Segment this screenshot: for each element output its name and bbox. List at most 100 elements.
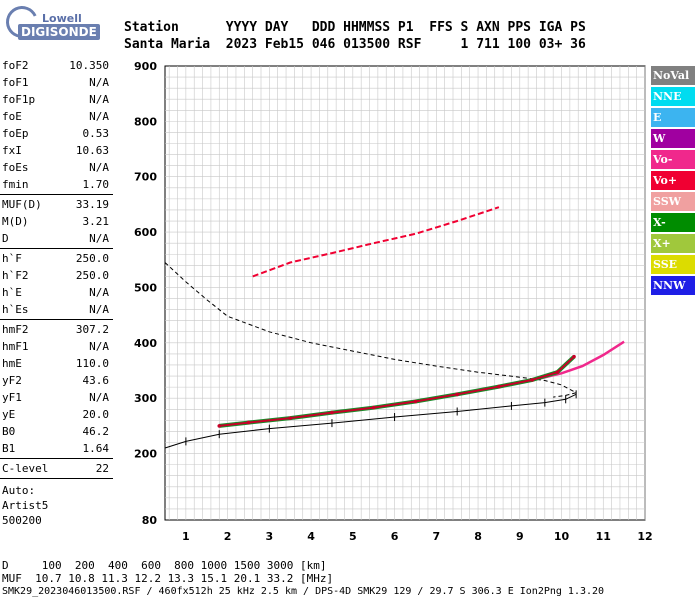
second-hop-trace <box>252 206 500 278</box>
parameter-name: MUF(D) <box>2 198 42 211</box>
parameter-name: fxI <box>2 144 22 157</box>
parameter-value: N/A <box>89 110 109 123</box>
parameter-separator <box>0 248 113 249</box>
y-tick-label: 400 <box>134 337 157 350</box>
parameter-name: yE <box>2 408 16 421</box>
parameter-list: foF2 10.350 foF1 N/A foF1p N/A foE N/A foEp 0.53 f… <box>0 57 115 479</box>
parameter-value: 22 <box>95 462 109 475</box>
parameter-row: MUF(D) 33.19 <box>0 196 115 213</box>
parameter-row: yF1 N/A <box>0 389 115 406</box>
legend-item-nnw: NNW <box>651 276 695 295</box>
footer-muf: MUF 10.7 10.8 11.3 12.2 13.3 15.1 20.1 3… <box>2 572 334 585</box>
x-tick-label: 4 <box>307 530 315 543</box>
legend-item-x-: X+ <box>651 234 695 253</box>
o-trace-point <box>413 399 418 404</box>
parameter-name: hmE <box>2 357 22 370</box>
parameter-value: N/A <box>89 161 109 174</box>
parameter-value: N/A <box>89 76 109 89</box>
header-values: Santa Maria 2023 Feb15 046 013500 RSF 1 … <box>124 37 586 52</box>
parameter-value: 307.2 <box>75 323 109 336</box>
x-tick-label: 12 <box>637 530 652 543</box>
legend-item-w: W <box>651 129 695 148</box>
digisonde-logo: Lowell DIGISONDE <box>1 1 112 48</box>
o-trace-point <box>572 354 576 359</box>
parameter-name: yF2 <box>2 374 22 387</box>
parameter-value: N/A <box>89 391 109 404</box>
model-virtual-height-curve <box>164 262 578 398</box>
parameter-name: h`E <box>2 286 22 299</box>
x-tick-label: 8 <box>474 530 482 543</box>
parameter-value: N/A <box>89 93 109 106</box>
parameter-name: foEp <box>2 127 29 140</box>
parameter-row: fxI 10.63 <box>0 142 115 159</box>
parameter-row: foEp 0.53 <box>0 125 115 142</box>
parameter-value: 46.2 <box>82 425 110 438</box>
parameter-separator <box>0 478 113 479</box>
parameter-row: h`Es N/A <box>0 301 115 318</box>
parameter-row: B1 1.64 <box>0 440 115 457</box>
logo-text-lowell: Lowell <box>42 12 82 25</box>
legend-item-ssw: SSW <box>651 192 695 211</box>
parameter-name: foE <box>2 110 22 123</box>
y-tick-label: 900 <box>134 60 157 73</box>
x-tick-label: 10 <box>554 530 570 543</box>
legend-item-noval: NoVal <box>651 66 695 85</box>
parameter-row: yF2 43.6 <box>0 372 115 389</box>
o-trace-point <box>246 420 251 425</box>
parameter-row: C-level 22 <box>0 460 115 477</box>
parameter-name: foF1 <box>2 76 29 89</box>
parameter-value: 20.0 <box>82 408 110 421</box>
auto-version: 500200 <box>2 514 42 527</box>
x-tick-label: 3 <box>266 530 274 543</box>
legend-item-x-: X- <box>651 213 695 232</box>
parameter-row: foF2 10.350 <box>0 57 115 74</box>
header-labels: Station YYYY DAY DDD HHMMSS P1 FFS S AXN… <box>124 20 586 35</box>
logo-text-digisonde: DIGISONDE <box>18 24 100 40</box>
y-tick-label: 500 <box>134 281 157 294</box>
legend-item-vo-: Vo- <box>651 150 695 169</box>
y-tick-label: 600 <box>134 226 157 239</box>
parameter-value: 0.53 <box>82 127 110 140</box>
parameter-panel: foF2 10.350 foF1 N/A foF1p N/A foE N/A foEp 0.53 f… <box>0 57 115 528</box>
autoscaling-info: Auto: Artist5 500200 <box>0 483 115 528</box>
parameter-name: hmF2 <box>2 323 29 336</box>
parameter-row: M(D) 3.21 <box>0 213 115 230</box>
y-tick-label: 800 <box>134 115 157 128</box>
x-tick-label: 9 <box>516 530 524 543</box>
parameter-row: h`E N/A <box>0 284 115 301</box>
y-tick-label: 300 <box>134 392 157 405</box>
parameter-value: 250.0 <box>75 252 109 265</box>
x-tick-label: 2 <box>224 530 232 543</box>
x-tick-label: 7 <box>432 530 440 543</box>
parameter-value: 110.0 <box>75 357 109 370</box>
parameter-row: yE 20.0 <box>0 406 115 423</box>
parameter-row: foE N/A <box>0 108 115 125</box>
legend-item-e: E <box>651 108 695 127</box>
parameter-value: N/A <box>89 286 109 299</box>
parameter-value: 10.350 <box>69 59 109 72</box>
parameter-name: h`F2 <box>2 269 29 282</box>
footer-file-info: SMK29_2023046013500.RSF / 460fx512h 25 k… <box>2 586 605 597</box>
x-tick-label: 6 <box>391 530 399 543</box>
parameter-value: 1.70 <box>82 178 110 191</box>
parameter-name: yF1 <box>2 391 22 404</box>
parameter-row: hmF1 N/A <box>0 338 115 355</box>
parameter-name: hmF1 <box>2 340 29 353</box>
parameter-name: foF2 <box>2 59 29 72</box>
o-trace-point <box>330 410 334 415</box>
footer-distance: D 100 200 400 600 800 1000 1500 3000 [km… <box>2 559 327 572</box>
polarization-legend: NoVal NNE E W Vo- Vo+ SSW X- X+ SSE NNW <box>651 66 695 297</box>
parameter-value: N/A <box>89 303 109 316</box>
parameter-row: fmin 1.70 <box>0 176 115 193</box>
parameter-name: h`F <box>2 252 22 265</box>
o-trace-point <box>530 378 535 382</box>
parameter-value: 33.19 <box>75 198 109 211</box>
parameter-name: fmin <box>2 178 29 191</box>
x-tick-label: 5 <box>349 530 357 543</box>
plot-frame <box>164 65 646 521</box>
o-trace-point <box>497 384 501 389</box>
parameter-name: D <box>2 232 9 245</box>
parameter-value: 3.21 <box>82 215 110 228</box>
parameter-row: hmF2 307.2 <box>0 321 115 338</box>
parameter-name: B0 <box>2 425 16 438</box>
